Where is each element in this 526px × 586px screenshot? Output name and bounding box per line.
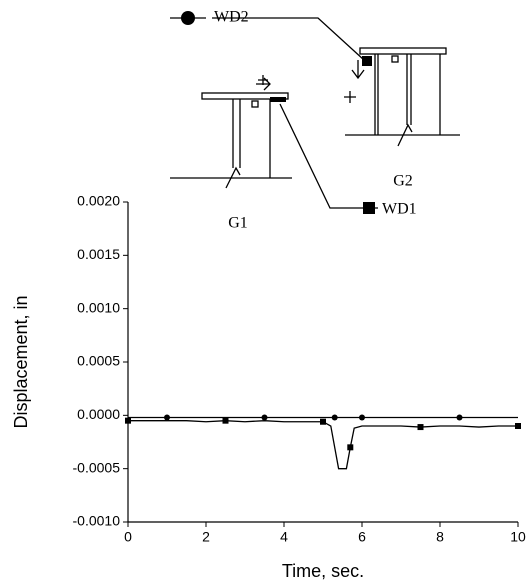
y-tick-label: 0.0005: [77, 353, 120, 369]
x-tick-label: 6: [358, 529, 366, 545]
y-tick-label: 0.0010: [77, 299, 120, 315]
legend-label: WD1: [382, 201, 417, 218]
series-line: [128, 420, 518, 470]
y-tick-label: 0.0015: [77, 246, 120, 262]
axes: [127, 202, 518, 523]
x-tick-label: 8: [436, 529, 444, 545]
legend-marker-wd1: [363, 202, 375, 214]
y-tick-label: -0.0010: [73, 513, 121, 529]
marker: [222, 417, 229, 424]
x-tick-label: 10: [510, 529, 526, 545]
y-tick-label: 0.0000: [77, 406, 120, 422]
x-tick-label: 4: [280, 529, 288, 545]
marker: [320, 418, 326, 425]
y-tick-label: -0.0005: [73, 459, 121, 475]
annotation: G2: [393, 173, 413, 190]
marker: [359, 414, 365, 421]
y-axis-label: Displacement, in: [11, 295, 31, 428]
x-tick-label: 0: [124, 529, 132, 545]
legend-marker-wd2: [181, 11, 195, 25]
x-axis-label: Time, sec.: [282, 561, 364, 581]
marker: [515, 423, 521, 429]
annotation: G1: [228, 215, 248, 232]
legend-label: WD2: [214, 9, 249, 26]
marker: [347, 444, 354, 451]
marker: [331, 414, 338, 421]
x-tick-label: 2: [202, 529, 210, 545]
y-tick-label: 0.0020: [77, 193, 120, 209]
marker: [417, 424, 424, 431]
marker: [261, 414, 268, 421]
girder-diagram: [170, 11, 460, 214]
marker: [125, 417, 131, 424]
marker: [456, 414, 463, 421]
marker: [164, 414, 170, 421]
